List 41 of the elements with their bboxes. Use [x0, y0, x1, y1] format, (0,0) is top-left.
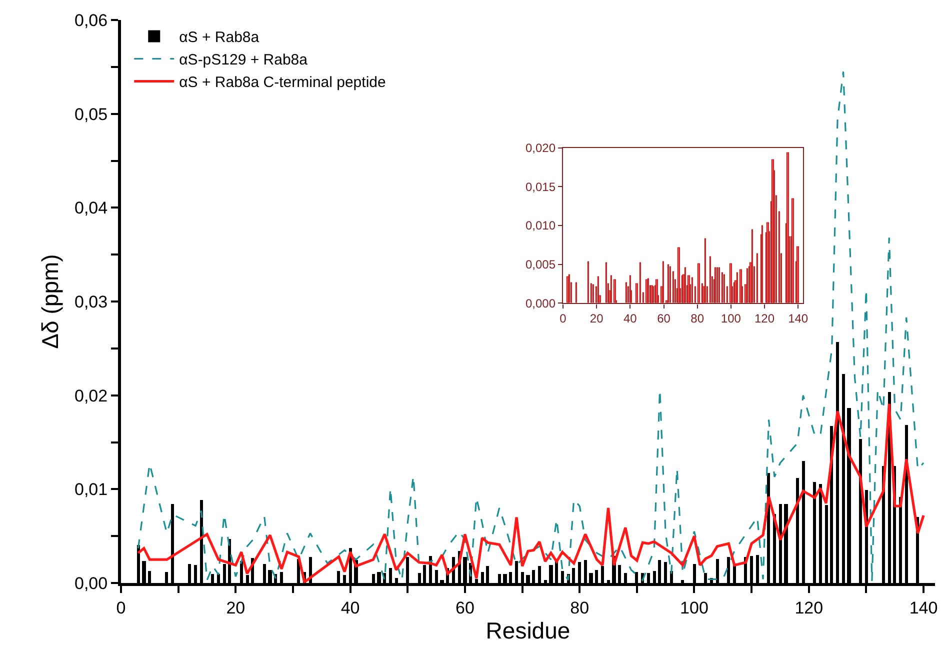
y-axis-title: Δδ (ppm) [36, 254, 63, 349]
line-series [137, 70, 924, 582]
y-tick-label: 0,005 [525, 258, 556, 272]
x-tick-label: 40 [340, 598, 360, 618]
x-axis-title: Residue [486, 617, 570, 644]
x-tick-label: 100 [720, 312, 742, 326]
x-tick-label: 120 [754, 312, 775, 326]
x-tick-label: 0 [116, 598, 126, 618]
legend-label: αS + Rab8a [179, 29, 260, 46]
bar [697, 263, 700, 303]
x-tick-label: 40 [623, 312, 638, 326]
y-tick-label: 0,000 [525, 296, 556, 310]
y-tick-label: 0,02 [74, 386, 108, 406]
legend-label: αS-pS129 + Rab8a [179, 52, 308, 69]
x-tick-label: 60 [455, 598, 474, 618]
bar [796, 246, 799, 303]
x-tick-label: 100 [680, 598, 708, 618]
y-tick-label: 0,00 [74, 574, 108, 593]
bar [655, 279, 658, 303]
y-tick-label: 0,010 [525, 218, 556, 233]
y-tick-label: 0,020 [525, 141, 556, 155]
legend-label: αS + Rab8a C-terminal peptide [179, 74, 386, 92]
x-tick-label: 80 [570, 598, 590, 618]
bar [613, 279, 616, 303]
x-tick-label: 80 [690, 312, 704, 326]
y-tick-label: 0,05 [74, 104, 108, 124]
bar [791, 198, 794, 303]
x-tick-label: 140 [909, 598, 938, 618]
x-tick-label: 60 [657, 312, 671, 326]
x-tick-label: 0 [560, 312, 567, 326]
y-tick-label: 0,015 [525, 180, 556, 194]
y-tick-label: 0,01 [74, 480, 108, 500]
x-tick-label: 120 [794, 598, 824, 618]
bar [677, 247, 680, 303]
line-series [136, 402, 925, 583]
x-tick-label: 140 [788, 312, 808, 326]
y-tick-label: 0,03 [74, 292, 108, 312]
x-tick-label: 20 [590, 312, 604, 326]
y-tick-label: 0,04 [74, 198, 108, 218]
x-tick-label: 20 [226, 598, 246, 618]
y-tick-label: 0,06 [74, 10, 108, 30]
